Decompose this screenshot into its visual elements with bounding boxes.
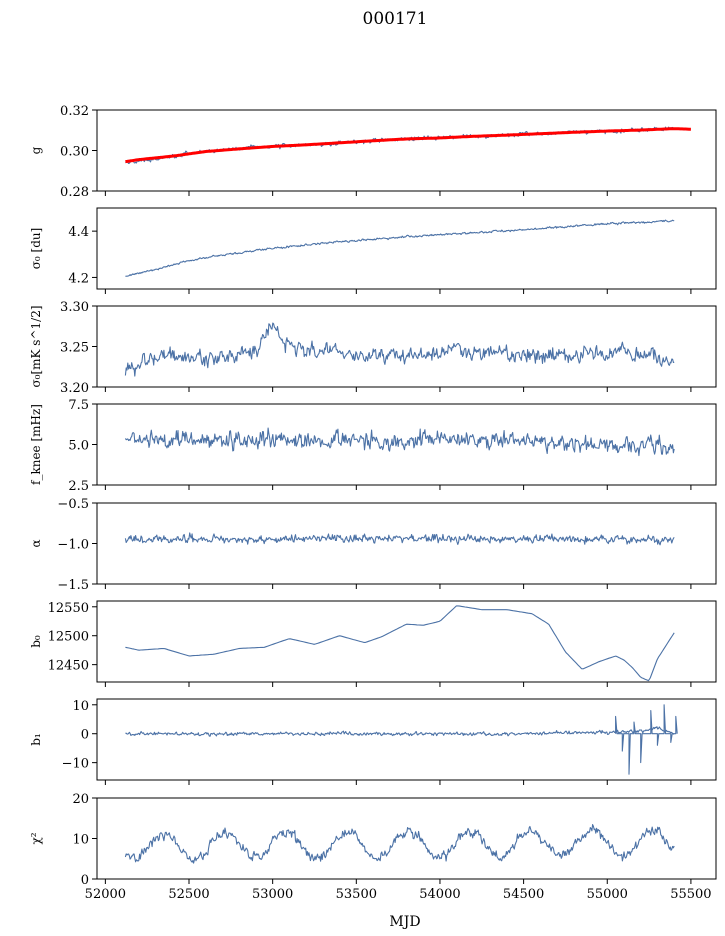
ytick-label-alpha-0: −1.5 <box>57 578 89 593</box>
ytick-label-sigma0_du-0: 4.2 <box>68 271 89 286</box>
x-axis-label: MJD <box>389 914 420 930</box>
ytick-label-fknee-2: 7.5 <box>68 398 89 413</box>
panels: 0.28 0.30 0.32 g 4.2 4.4 σ₀ [du] 3.20 3.25 3.30 σ₀… <box>29 104 717 888</box>
panel-alpha: −1.5 −1.0 −0.5 α <box>29 497 717 593</box>
ytick-label-alpha-1: −1.0 <box>57 538 89 553</box>
figure-title: 000171 <box>363 9 428 29</box>
axes-frame-alpha <box>96 502 717 585</box>
xtick-label-3: 53500 <box>336 887 377 902</box>
ytick-label-chi2-2: 20 <box>72 792 89 807</box>
ytick-label-sigma0_mk-1: 3.25 <box>60 341 89 356</box>
ytick-label-sigma0_mk-2: 3.30 <box>60 300 89 315</box>
xtick-label-2: 53000 <box>252 887 293 902</box>
ytick-label-fknee-1: 5.0 <box>68 439 89 454</box>
ylabel-b1: b₁ <box>29 733 43 746</box>
axes-frame-sigma0_du <box>96 207 717 290</box>
series-b1-0 <box>125 726 675 737</box>
ytick-label-b1-2: 10 <box>72 699 89 714</box>
xtick-label-0: 52000 <box>85 887 126 902</box>
ytick-label-g-1: 0.30 <box>60 145 89 160</box>
series-fknee-0 <box>124 427 675 457</box>
series-chi2-0 <box>124 824 675 864</box>
axes-frame-b0 <box>96 600 717 683</box>
axes-frame-b1 <box>96 698 717 781</box>
ytick-label-g-0: 0.28 <box>60 185 89 200</box>
xtick-label-4: 54000 <box>419 887 460 902</box>
ytick-label-b0-0: 12450 <box>48 659 89 674</box>
series-b0-0 <box>125 605 675 682</box>
ylabel-alpha: α <box>29 539 43 547</box>
ytick-label-alpha-2: −0.5 <box>57 497 89 512</box>
panel-b0: 12450 12500 12550 b₀ <box>29 600 717 687</box>
ytick-label-g-2: 0.32 <box>60 104 89 119</box>
ytick-label-sigma0_du-1: 4.4 <box>68 225 89 240</box>
panel-b1: −10 0 10 b₁ <box>29 698 717 785</box>
panel-fknee: 2.5 5.0 7.5 f_knee [mHz] <box>29 398 717 494</box>
series-sigma0_mk-0 <box>124 322 675 377</box>
axes-frame-g <box>96 109 717 192</box>
xtick-label-6: 55000 <box>587 887 628 902</box>
ylabel-chi2: χ² <box>29 832 43 844</box>
ylabel-b0: b₀ <box>29 635 43 648</box>
panel-chi2: 0 10 20 χ² <box>29 792 717 888</box>
ytick-label-b1-0: −10 <box>62 757 89 772</box>
ylabel-sigma0_du: σ₀ [du] <box>29 228 43 270</box>
ytick-label-fknee-0: 2.5 <box>68 479 89 494</box>
ylabel-g: g <box>29 146 43 154</box>
ytick-label-b0-1: 12500 <box>48 630 89 645</box>
xtick-label-7: 55500 <box>670 887 711 902</box>
ylabel-sigma0_mk: σ₀[mK s^1/2] <box>29 305 43 387</box>
series-sigma0_du-0 <box>125 219 675 277</box>
panel-g: 0.28 0.30 0.32 g <box>29 104 717 200</box>
ylabel-fknee: f_knee [mHz] <box>29 404 43 485</box>
axes-frame-chi2 <box>96 797 717 880</box>
x-axis: 52000 52500 53000 53500 54000 54500 55000 55500 <box>85 887 712 902</box>
ytick-label-chi2-0: 0 <box>81 873 89 888</box>
ytick-label-b0-2: 12550 <box>48 601 89 616</box>
ytick-label-chi2-1: 10 <box>72 833 89 848</box>
ytick-label-sigma0_mk-0: 3.20 <box>60 381 89 396</box>
series-alpha-0 <box>124 532 675 546</box>
ytick-label-b1-1: 0 <box>81 728 89 743</box>
panel-sigma0_mk: 3.20 3.25 3.30 σ₀[mK s^1/2] <box>29 300 717 396</box>
panel-sigma0_du: 4.2 4.4 σ₀ [du] <box>29 207 717 294</box>
series-g-1 <box>125 127 691 164</box>
xtick-label-1: 52500 <box>168 887 209 902</box>
xtick-label-5: 54500 <box>503 887 544 902</box>
series-b1-1 <box>615 704 678 775</box>
